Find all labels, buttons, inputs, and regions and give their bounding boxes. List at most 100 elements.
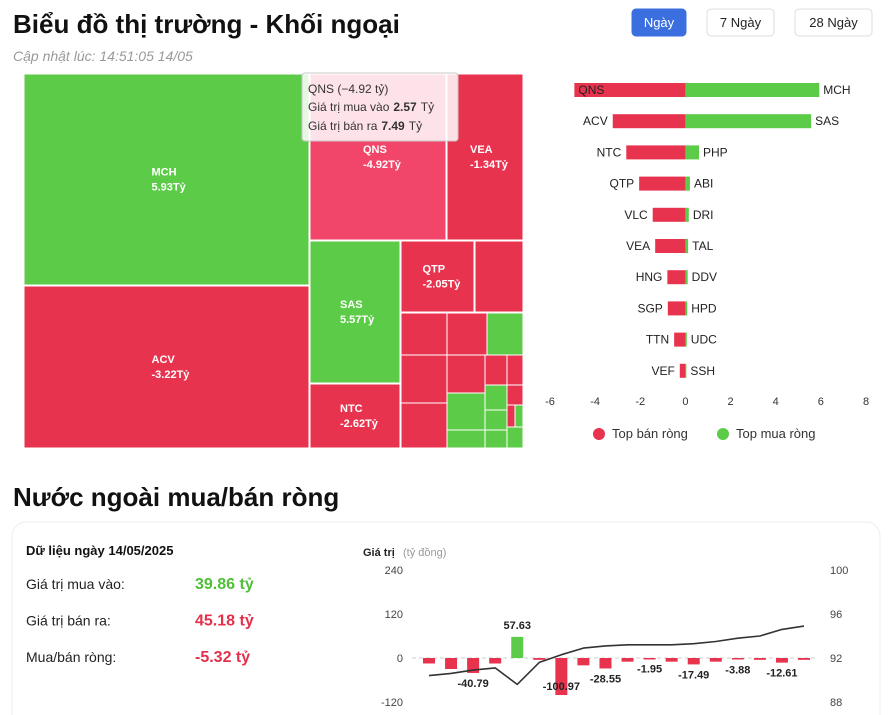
cell-value: 5.57Tỷ [340,314,375,326]
tooltip-row: Giá trị mua vào 2.57 Tỷ [308,100,434,114]
tooltip-value: 7.49 [381,119,405,133]
x-tick-label: 0 [682,396,688,408]
bar [665,658,678,662]
cell-name: SAS [340,299,363,311]
bar [652,207,686,222]
bar-value-label: -17.49 [678,669,709,681]
cell-name: QTP [423,264,446,276]
tab-label[interactable]: Ngày [644,15,675,30]
tooltip-row: Giá trị bán ra 7.49 Tỷ [308,119,422,133]
y-axis-label: Giá trị [363,547,395,559]
y-axis-unit: (tỷ đồng) [403,547,446,559]
x-tick-label: -4 [590,396,600,408]
summary-label: Mua/bán ròng: [26,649,116,665]
bar-label: ABI [694,177,713,191]
bar [445,658,458,669]
line-series [428,625,805,686]
treemap-cell [400,312,448,356]
y2-tick-label: 88 [830,697,842,709]
bar [685,270,688,285]
bar-value-label: 57.63 [503,620,531,632]
treemap-cell [484,429,508,449]
bar-label: PHP [703,145,728,159]
bar-label: VEA [626,239,650,253]
bar-label: SAS [815,114,839,128]
tab-button[interactable] [706,8,775,37]
bar-value-label: -12.61 [766,668,797,680]
cell-value: -2.62Tỷ [340,418,379,430]
bar-label: QNS [578,83,604,97]
bar-label: TTN [646,333,669,347]
treemap-cell [446,429,486,449]
summary-card [11,521,881,715]
treemap-cell [446,73,524,241]
tab-label[interactable]: 28 Ngày [809,15,858,30]
treemap-cell [484,354,508,386]
bar-label: TAL [692,239,713,253]
y-tick-label: 120 [385,609,403,621]
tooltip-label: Giá trị mua vào [308,100,390,114]
bar [612,114,686,129]
bar-label: VEF [651,364,674,378]
bar [685,207,689,222]
cell-name: MCH [152,167,177,179]
bar-label: HPD [691,301,717,315]
bar [626,145,686,160]
summary-label: Giá trị bán ra: [26,613,111,629]
treemap-cell [400,240,475,313]
treemap-cell [484,409,508,431]
cell-value: -2.05Tỷ [423,279,462,291]
bar [685,239,689,253]
bar-label: DRI [693,208,714,222]
treemap-cell [506,404,516,428]
bar-value-label: -3.88 [725,664,750,676]
summary-rows: Giá trị mua vào: 39.86 tỷ Giá trị bán ra: 4… [26,576,254,666]
tooltip-unit: Tỷ [409,119,422,133]
tooltip-unit: Tỷ [421,100,434,114]
net-flow-chart: -120 0 120 240 88 92 96 100 -40.79 57.63 -100.97 -2… [381,565,848,709]
bar [555,658,568,696]
bar-value-label: -40.79 [458,678,489,690]
x-tick-label: -6 [545,396,555,408]
x-tick-label: 2 [728,396,734,408]
treemap-cell [514,404,524,428]
treemap-cell [446,312,488,356]
bar-label: ACV [583,114,608,128]
bar [685,83,820,97]
bar [423,658,435,664]
legend-label: Top mua ròng [736,426,816,441]
tooltip-value: 2.57 [393,100,417,114]
y2-tick-label: 100 [830,565,848,577]
bar [621,658,634,662]
bar [667,270,686,285]
bar [731,658,744,660]
section-title: Nước ngoài mua/bán ròng [13,482,339,512]
cell-name: VEA [470,144,493,156]
bar [639,176,686,191]
bar-label: HNG [636,270,663,284]
bar-label: NTC [597,145,622,159]
y-tick-label: 240 [385,565,403,577]
tab-group: Ngày 7 Ngày 28 Ngày [631,8,873,37]
x-tick-label: -2 [635,396,645,408]
bar [533,658,546,660]
bar [599,658,612,669]
cell-name: ACV [152,354,176,366]
treemap-cell [446,392,486,431]
cell-name: NTC [340,403,363,415]
treemap-cell [400,354,448,404]
tab-label[interactable]: 7 Ngày [720,15,762,30]
bar [685,332,687,347]
tab-button[interactable] [631,8,687,37]
updated-time: Cập nhật lúc: 14:51:05 14/05 [13,48,193,64]
bar [577,658,590,666]
tab-button[interactable] [794,8,873,37]
bar [685,145,699,160]
x-tick-label: 8 [863,396,869,408]
bar [679,363,686,378]
bar [667,301,686,316]
summary-value: 39.86 tỷ [195,576,254,593]
treemap-cell [506,426,524,449]
legend-label: Top bán ròng [612,426,688,441]
